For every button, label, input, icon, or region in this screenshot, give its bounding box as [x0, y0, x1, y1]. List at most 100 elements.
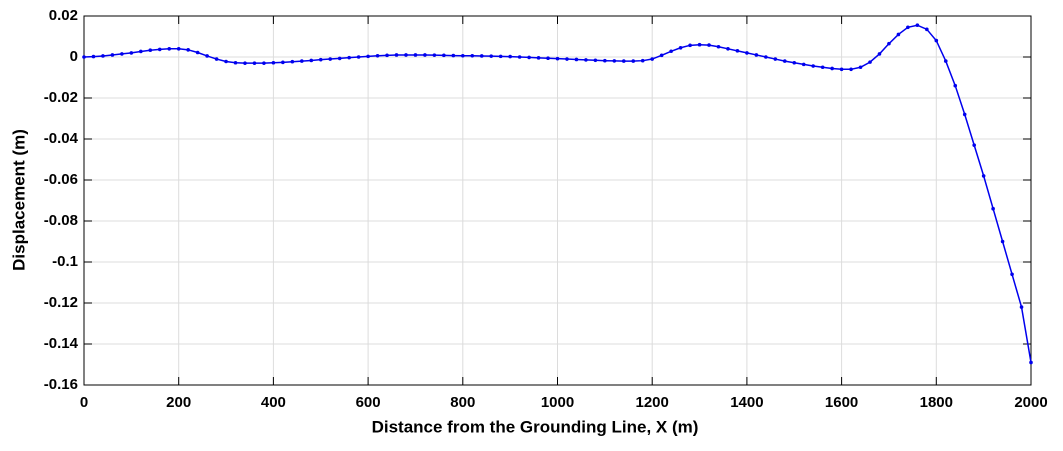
point: [366, 54, 370, 59]
point: [470, 53, 475, 58]
point: [489, 54, 494, 58]
point: [659, 53, 664, 58]
point: [678, 45, 683, 50]
y-tick-label: -0.1: [52, 253, 78, 270]
point: [584, 58, 588, 62]
point: [290, 59, 295, 64]
point: [764, 55, 768, 59]
point: [404, 53, 408, 57]
point: [527, 55, 531, 60]
point: [423, 53, 427, 57]
point: [555, 56, 560, 61]
point: [375, 53, 380, 58]
point: [1029, 360, 1033, 365]
point: [754, 53, 759, 57]
point: [925, 27, 929, 32]
point: [337, 56, 342, 61]
point: [991, 206, 995, 211]
point: [91, 54, 96, 59]
point: [707, 43, 711, 47]
point: [565, 57, 569, 61]
point: [830, 66, 834, 71]
point: [849, 67, 853, 72]
point: [981, 174, 986, 178]
point: [252, 61, 257, 65]
point: [640, 58, 645, 63]
point: [318, 57, 323, 62]
point: [726, 47, 730, 51]
point: [943, 59, 948, 63]
x-tick-label: 0: [80, 394, 88, 411]
point: [110, 53, 115, 57]
x-tick-label: 1000: [541, 394, 574, 411]
point: [915, 23, 920, 28]
point: [262, 61, 266, 65]
point: [839, 67, 844, 72]
point: [195, 50, 200, 55]
point: [176, 47, 181, 51]
point: [442, 53, 446, 58]
point: [669, 49, 673, 54]
point: [603, 58, 607, 63]
point: [631, 59, 636, 63]
plot-frame: [83, 15, 1032, 386]
point: [82, 55, 86, 59]
point: [896, 32, 901, 37]
y-tick-label: -0.08: [44, 212, 78, 229]
point: [167, 47, 172, 51]
y-tick-label: -0.14: [44, 335, 79, 352]
point: [413, 53, 418, 57]
point: [697, 42, 702, 47]
point: [546, 56, 550, 61]
point: [356, 55, 361, 59]
point: [536, 56, 541, 60]
point: [224, 59, 228, 64]
point: [688, 43, 692, 48]
point: [1000, 239, 1005, 244]
point: [792, 60, 797, 65]
y-tick-label: -0.02: [44, 89, 78, 106]
x-tick-label: 1600: [825, 394, 858, 411]
point: [101, 54, 105, 58]
point: [962, 112, 967, 117]
point: [394, 53, 399, 57]
y-tick-label: 0.02: [49, 7, 78, 24]
y-tick-label: -0.06: [44, 171, 78, 188]
point: [811, 64, 815, 68]
point: [735, 49, 740, 53]
point: [1019, 305, 1024, 309]
point: [877, 52, 882, 56]
point: [186, 48, 190, 52]
point: [243, 61, 247, 65]
point: [498, 54, 503, 59]
point: [953, 83, 958, 88]
point: [385, 53, 389, 58]
point: [868, 60, 872, 64]
point: [479, 54, 484, 58]
point: [281, 60, 285, 65]
x-tick-label: 1200: [636, 394, 669, 411]
x-tick-label: 2000: [1014, 394, 1047, 411]
point: [574, 57, 579, 62]
y-tick-label: -0.16: [44, 376, 78, 393]
point: [347, 55, 351, 60]
y-tick-label: 0: [70, 48, 78, 65]
point: [621, 59, 626, 63]
point: [328, 57, 333, 61]
point: [139, 49, 143, 54]
x-axis-label: Distance from the Grounding Line, X (m): [372, 417, 699, 436]
point: [148, 48, 153, 53]
x-tick-label: 1800: [920, 394, 953, 411]
point: [300, 59, 304, 63]
y-tick-label: -0.12: [44, 294, 78, 311]
point: [858, 65, 863, 70]
y-tick-label: -0.04: [44, 130, 79, 147]
x-tick-label: 1400: [730, 394, 763, 411]
point: [650, 57, 654, 61]
point: [887, 41, 891, 46]
point: [129, 51, 134, 55]
point: [593, 58, 598, 63]
x-tick-label: 400: [261, 394, 286, 411]
point: [517, 55, 522, 59]
